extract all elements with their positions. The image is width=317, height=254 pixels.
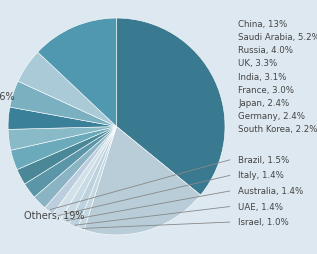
Text: Italy, 1.4%: Italy, 1.4% <box>238 171 284 180</box>
Text: Brazil, 1.5%: Brazil, 1.5% <box>238 155 289 164</box>
Wedge shape <box>53 127 117 219</box>
Text: UAE, 1.4%: UAE, 1.4% <box>238 202 283 211</box>
Wedge shape <box>69 127 117 228</box>
Wedge shape <box>84 127 201 235</box>
Wedge shape <box>18 53 117 127</box>
Text: Australia, 1.4%: Australia, 1.4% <box>238 186 303 195</box>
Wedge shape <box>45 127 117 214</box>
Wedge shape <box>8 108 117 130</box>
Text: China, 13%: China, 13% <box>238 20 287 29</box>
Text: Israel, 1.0%: Israel, 1.0% <box>238 218 289 227</box>
Text: USA, 36%: USA, 36% <box>0 92 15 102</box>
Wedge shape <box>8 127 117 151</box>
Text: Japan, 2.4%: Japan, 2.4% <box>238 99 289 107</box>
Wedge shape <box>34 127 117 208</box>
Text: Saudi Arabia, 5.2%: Saudi Arabia, 5.2% <box>238 33 317 42</box>
Text: South Korea, 2.2%: South Korea, 2.2% <box>238 125 317 134</box>
Wedge shape <box>10 82 117 127</box>
Text: Russia, 4.0%: Russia, 4.0% <box>238 46 293 55</box>
Wedge shape <box>78 127 117 230</box>
Wedge shape <box>11 127 117 170</box>
Wedge shape <box>61 127 117 224</box>
Text: France, 3.0%: France, 3.0% <box>238 85 294 94</box>
Wedge shape <box>38 19 117 127</box>
Text: India, 3.1%: India, 3.1% <box>238 72 286 81</box>
Wedge shape <box>25 127 117 197</box>
Text: Others, 19%: Others, 19% <box>24 211 85 220</box>
Wedge shape <box>117 19 225 195</box>
Text: UK, 3.3%: UK, 3.3% <box>238 59 277 68</box>
Wedge shape <box>17 127 117 184</box>
Text: Germany, 2.4%: Germany, 2.4% <box>238 112 305 121</box>
